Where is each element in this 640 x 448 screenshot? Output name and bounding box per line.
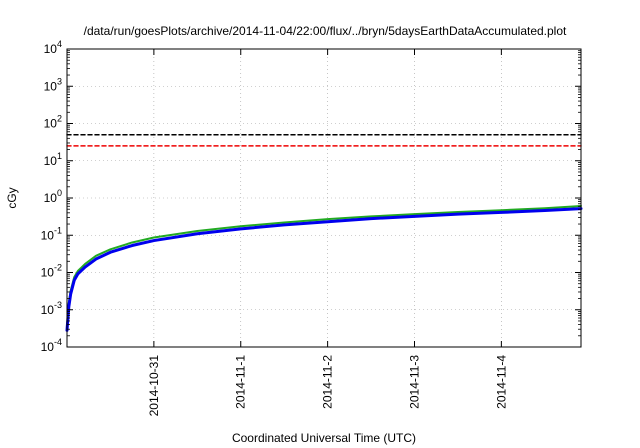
y-tick-label: 10-1 bbox=[41, 225, 62, 242]
y-tick-label: 100 bbox=[44, 188, 62, 205]
y-tick-label: 102 bbox=[44, 114, 62, 131]
x-tick-label: 2014-11-1 bbox=[234, 355, 248, 409]
axis-layer: 10-4 10-3 10-2 10-1 100 101 102 103 104 2014-10-3… bbox=[41, 39, 581, 416]
x-tick-label: 2014-11-2 bbox=[321, 355, 335, 409]
y-tick-label: 103 bbox=[44, 76, 62, 93]
x-tick-label: 2014-11-4 bbox=[494, 355, 508, 409]
x-axis-title: Coordinated Universal Time (UTC) bbox=[232, 431, 416, 445]
series-line bbox=[65, 207, 583, 332]
y-tick-label: 10-2 bbox=[41, 263, 62, 280]
x-tick-label: 2014-11-3 bbox=[407, 355, 421, 409]
y-tick-label: 10-4 bbox=[41, 337, 62, 354]
grid-layer bbox=[67, 49, 581, 347]
y-axis-title: cGy bbox=[5, 187, 19, 208]
series-line bbox=[66, 205, 582, 328]
x-tick-label: 2014-10-31 bbox=[147, 355, 161, 417]
y-tick-label: 101 bbox=[44, 151, 62, 168]
series-layer bbox=[65, 133, 583, 332]
y-tick-label: 10-3 bbox=[41, 300, 62, 317]
chart-title: /data/run/goesPlots/archive/2014-11-04/2… bbox=[84, 24, 567, 38]
y-tick-label: 104 bbox=[44, 39, 62, 56]
